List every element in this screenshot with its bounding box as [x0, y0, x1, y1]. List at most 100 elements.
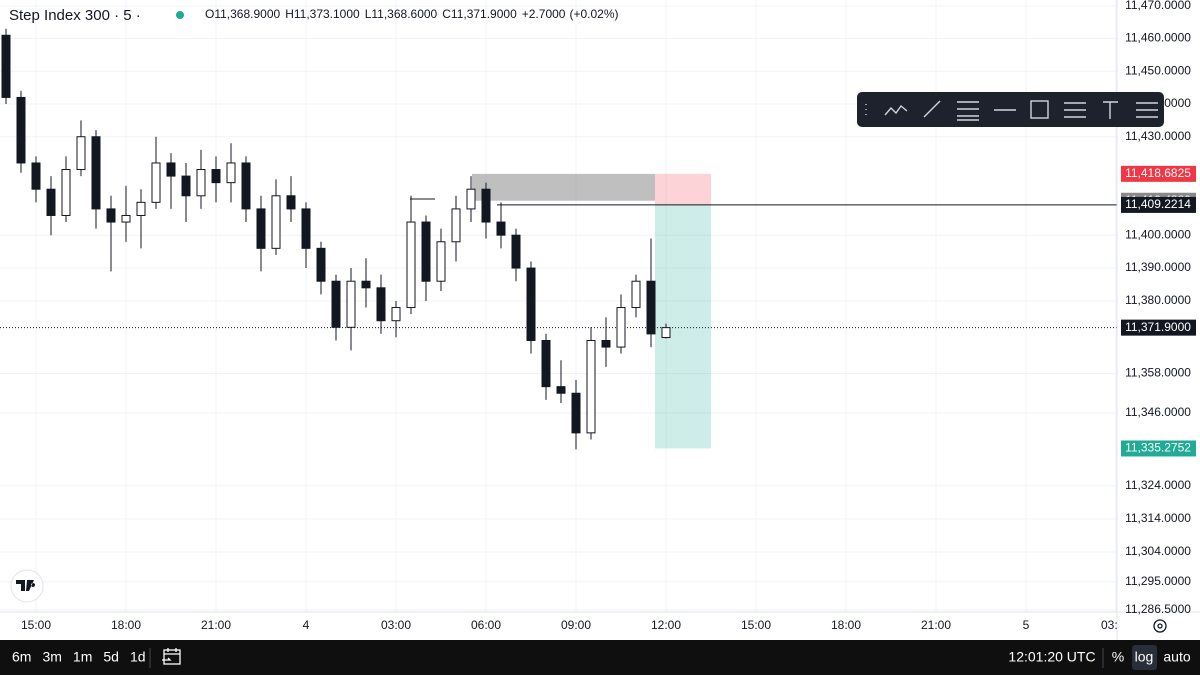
candle-body — [241, 162, 251, 210]
y-tick-label: 11,380.0000 — [1125, 293, 1191, 307]
bottom-bar — [0, 640, 1200, 675]
y-tick-label: 11,358.0000 — [1125, 366, 1191, 380]
candle-body — [406, 221, 416, 309]
candle-body — [181, 175, 191, 197]
y-tick-label: 11,470.0000 — [1125, 0, 1191, 12]
candle-body — [286, 195, 296, 210]
bottom-toolbar: 6m 3m 1m 5d 1d — [12, 649, 146, 665]
candle-body — [421, 221, 431, 282]
ohlc-value: 11,368.6000 — [371, 7, 437, 21]
price-label-bg — [1121, 319, 1196, 336]
y-tick-label: 11,460.0000 — [1125, 31, 1191, 45]
auto-button[interactable]: auto — [1163, 649, 1190, 665]
x-tick-label: 09:00 — [561, 618, 591, 632]
x-tick-label: 03:00 — [1101, 618, 1131, 632]
candle-body — [556, 386, 566, 394]
candle-body — [196, 169, 206, 197]
interval-button[interactable]: 3m — [42, 649, 61, 665]
ohlc-value: 11,371.9000 — [451, 7, 517, 21]
y-tick-label: 11,346.0000 — [1125, 405, 1191, 419]
tool-text[interactable] — [1103, 101, 1118, 119]
status-dot — [176, 11, 184, 19]
candle-body — [391, 307, 401, 322]
candle-body — [76, 136, 86, 171]
interval-button[interactable]: 1d — [130, 649, 146, 665]
price-label-bg — [1121, 196, 1196, 213]
x-tick-label: 15:00 — [741, 618, 771, 632]
candle-body — [451, 208, 461, 243]
interval-button[interactable]: 1m — [73, 649, 92, 665]
price-label: 11,371.9000 — [1125, 320, 1191, 334]
candle-body — [361, 280, 371, 289]
target-zone — [655, 204, 711, 449]
symbol-title: Step Index 300 · 5 · — [9, 7, 141, 24]
x-tick-label: 21:00 — [201, 618, 231, 632]
candle-body — [31, 162, 41, 190]
change: +2.7000 — [522, 7, 566, 21]
tool-rect[interactable] — [1030, 100, 1049, 119]
y-tick-label: 11,286.5000 — [1125, 602, 1191, 616]
x-tick-label: 21:00 — [921, 618, 951, 632]
candle-body — [151, 162, 161, 203]
tool-channel[interactable] — [1064, 102, 1086, 118]
ohlc-key: H — [285, 7, 294, 21]
log-highlight — [1132, 645, 1157, 670]
candle-body — [616, 307, 626, 348]
candle-body — [511, 234, 521, 269]
percent-button[interactable]: % — [1112, 649, 1124, 665]
candle-body — [211, 169, 221, 184]
price-label-bg — [1121, 440, 1196, 457]
candle-body — [1, 34, 11, 98]
candle-body — [541, 339, 551, 388]
y-tick-label: 11,390.0000 — [1125, 260, 1191, 274]
y-tick-label: 11,304.0000 — [1125, 544, 1191, 558]
interval-button[interactable]: 5d — [103, 649, 119, 665]
interval-button[interactable]: 6m — [12, 649, 31, 665]
candle-body — [46, 188, 56, 216]
y-tick-label: 11,450.0000 — [1125, 63, 1191, 77]
candle-body — [661, 327, 671, 339]
x-tick-label: 18:00 — [111, 618, 141, 632]
candle-body — [346, 280, 356, 328]
ohlc-legend: O 11,368.9000 H 11,373.1000 L 11,368.6000 C 11,… — [205, 7, 619, 21]
grid — [0, 0, 1117, 612]
tool-more[interactable] — [1136, 102, 1158, 118]
candle-body — [316, 247, 326, 282]
candle-body — [631, 280, 641, 309]
settings-icon-center — [1157, 623, 1163, 629]
y-tick-label: 11,314.0000 — [1125, 511, 1191, 525]
candle-body — [271, 195, 281, 249]
tool-line[interactable] — [923, 100, 941, 118]
change-pct: (+0.02%) — [569, 7, 618, 21]
ohlc-value: 11,368.9000 — [214, 7, 280, 21]
log-button[interactable]: log — [1135, 649, 1154, 665]
candle-body — [526, 267, 536, 341]
candle-body — [571, 392, 581, 434]
drawing-toolbar — [857, 92, 1164, 127]
candle-body — [166, 162, 176, 177]
tv-logo — [10, 569, 44, 603]
x-tick-label: 06:00 — [471, 618, 501, 632]
x-tick-label: 18:00 — [831, 618, 861, 632]
x-tick-label: 03:00 — [381, 618, 411, 632]
y-tick-label: 11,295.0000 — [1125, 574, 1191, 588]
candle-body — [61, 169, 71, 216]
price-axis: 11,470.000011,460.000011,450.000011,440.… — [1121, 0, 1196, 616]
tool-trend[interactable] — [884, 104, 908, 116]
settings-icon[interactable] — [1153, 619, 1167, 633]
x-tick-label: 4 — [303, 618, 310, 632]
price-label: 11,418.6825 — [1125, 166, 1191, 180]
ohlc-key: L — [365, 7, 372, 21]
candle-body — [121, 214, 131, 223]
x-tick-label: 15:00 — [21, 618, 51, 632]
tool-fib[interactable] — [957, 101, 979, 121]
candle-body — [481, 188, 491, 223]
price-label-bg — [1121, 165, 1196, 182]
date-range-icon[interactable] — [162, 648, 181, 665]
price-label: 11,409.2214 — [1125, 197, 1191, 211]
candle-body — [136, 201, 146, 216]
drawings — [0, 173, 1117, 449]
candle-body — [16, 96, 26, 164]
